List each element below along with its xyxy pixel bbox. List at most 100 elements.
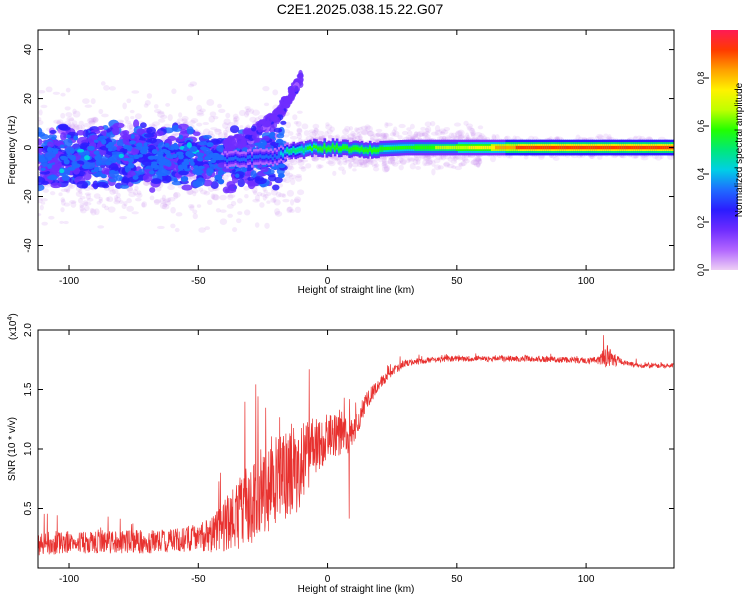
- heat-cell: [218, 131, 223, 139]
- heat-cell: [130, 133, 135, 140]
- heat-cell: [338, 160, 343, 166]
- heat-cell: [550, 145, 554, 150]
- heat-cell: [296, 132, 303, 140]
- heat-cell: [282, 153, 285, 157]
- heat-cell: [140, 122, 147, 129]
- heat-cell: [417, 130, 426, 134]
- heat-cell: [666, 145, 670, 150]
- heat-cell: [294, 149, 298, 153]
- heat-cell: [424, 121, 432, 127]
- heat-cell: [420, 145, 424, 150]
- heat-cell: [72, 124, 80, 131]
- heat-cell: [93, 139, 99, 143]
- heat-cell: [426, 155, 432, 159]
- heat-cell: [407, 130, 413, 137]
- heat-cell: [238, 158, 242, 162]
- heat-cell: [507, 145, 511, 150]
- heat-cell: [444, 135, 452, 140]
- heat-cell: [579, 145, 583, 150]
- heat-cell: [476, 145, 480, 150]
- heat-cell: [42, 188, 49, 193]
- heat-cell: [326, 160, 334, 165]
- heat-cell: [98, 108, 104, 115]
- heat-cell: [72, 110, 81, 118]
- heat-cell: [422, 159, 428, 167]
- spectrogram-heatmap: [38, 69, 674, 233]
- heat-cell: [227, 213, 233, 218]
- heat-cell: [633, 145, 637, 150]
- heat-cell: [381, 157, 387, 164]
- heat-cell: [435, 145, 438, 150]
- heat-cell: [230, 200, 237, 207]
- heat-cell: [470, 131, 476, 137]
- heat-cell: [97, 125, 105, 131]
- heat-cell: [75, 126, 80, 132]
- heat-cell: [415, 166, 421, 170]
- heat-cell: [415, 159, 421, 165]
- heat-cell: [577, 145, 581, 150]
- heat-cell: [52, 91, 61, 95]
- heat-cell: [108, 86, 117, 91]
- heat-cell: [398, 164, 404, 171]
- heat-cell: [461, 157, 469, 162]
- heat-cell: [244, 194, 249, 199]
- heat-cell: [382, 156, 387, 160]
- heat-cell: [149, 187, 156, 193]
- heat-cell: [252, 198, 261, 203]
- heat-cell: [228, 138, 237, 145]
- heat-cell: [240, 157, 244, 162]
- heat-cell: [90, 98, 96, 105]
- y-tick-label: -20: [23, 189, 34, 204]
- heat-cell: [357, 158, 365, 166]
- heat-cell: [375, 128, 383, 133]
- heat-cell: [301, 123, 309, 130]
- heat-cell: [187, 177, 193, 181]
- heat-cell: [222, 129, 228, 136]
- heat-cell: [418, 133, 424, 138]
- heat-cell: [199, 152, 205, 157]
- heat-cell: [379, 147, 382, 151]
- x-tick-label: 50: [451, 276, 463, 287]
- heat-cell: [341, 134, 350, 140]
- heat-cell: [401, 130, 409, 136]
- heat-cell: [462, 145, 465, 150]
- heat-cell: [286, 148, 289, 153]
- heat-cell: [132, 188, 138, 196]
- heat-cell: [505, 145, 509, 150]
- heat-cell: [265, 154, 269, 158]
- heat-cell: [358, 158, 365, 166]
- heat-cell: [88, 119, 96, 126]
- heat-cell: [219, 218, 228, 225]
- heat-cell: [126, 122, 134, 130]
- heat-cell: [475, 161, 481, 168]
- heat-cell: [414, 131, 419, 137]
- y-tick-label: 40: [23, 44, 34, 56]
- heat-cell: [70, 201, 77, 208]
- heat-cell: [265, 192, 272, 196]
- heat-cell: [446, 163, 455, 169]
- heat-cell: [600, 145, 604, 150]
- heat-cell: [455, 145, 459, 150]
- heat-cell: [391, 159, 397, 166]
- heat-cell: [122, 133, 131, 140]
- colorbar-gradient: [711, 30, 738, 270]
- heat-cell: [83, 172, 92, 181]
- heat-cell: [331, 144, 335, 148]
- heat-cell: [93, 150, 100, 155]
- heat-cell: [38, 176, 46, 186]
- heat-cell: [395, 146, 399, 150]
- heat-cell: [160, 114, 168, 120]
- heat-cell: [219, 194, 227, 201]
- heat-cell: [523, 154, 529, 160]
- heat-cell: [371, 139, 378, 144]
- heat-cell: [528, 135, 535, 141]
- heat-cell: [262, 123, 269, 128]
- heat-cell: [308, 129, 316, 133]
- heat-cell: [422, 145, 426, 150]
- heat-cell: [567, 145, 571, 150]
- heat-cell: [604, 145, 608, 150]
- heat-cell: [202, 128, 211, 136]
- heat-cell: [250, 125, 257, 132]
- heat-cell: [431, 168, 436, 176]
